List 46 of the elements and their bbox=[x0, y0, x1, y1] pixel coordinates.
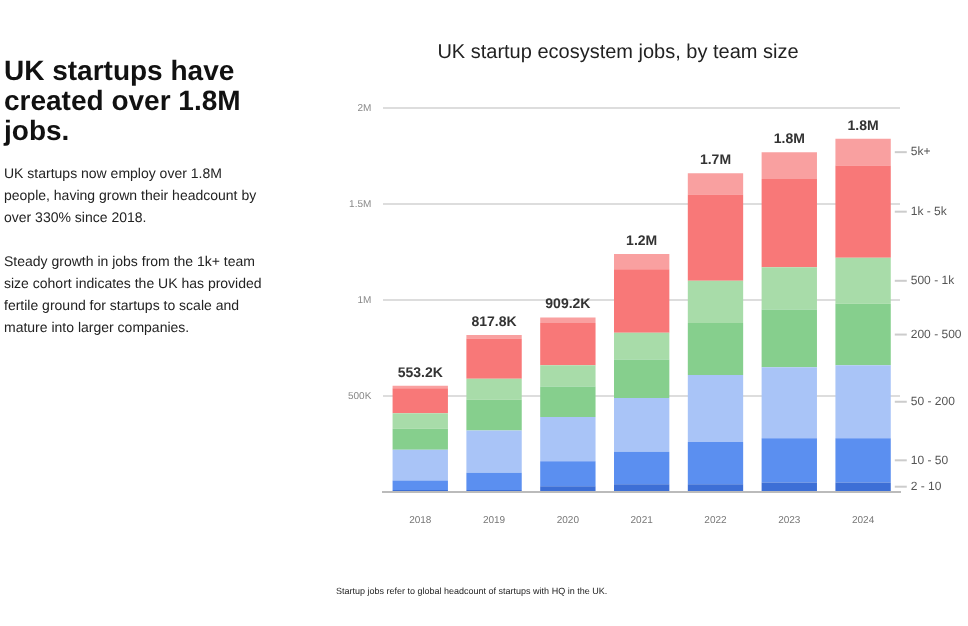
bar bbox=[392, 428, 448, 450]
bar bbox=[835, 438, 891, 483]
bar bbox=[687, 323, 744, 375]
bar bbox=[761, 152, 817, 180]
bar bbox=[614, 253, 670, 270]
bar bbox=[687, 374, 744, 443]
bar bbox=[761, 267, 817, 310]
bar bbox=[540, 323, 596, 366]
bar bbox=[540, 386, 596, 418]
bar bbox=[687, 173, 744, 195]
bar bbox=[466, 472, 522, 491]
bar bbox=[761, 482, 817, 491]
chart-title: UK startup ecosystem jobs, by team size bbox=[437, 41, 800, 64]
bar bbox=[614, 484, 670, 491]
bar bbox=[835, 138, 891, 166]
bar bbox=[540, 417, 596, 462]
bar bbox=[466, 338, 522, 379]
bar bbox=[835, 482, 891, 491]
bar bbox=[687, 280, 744, 324]
text: UK startups have created over 1.8M jobs. bbox=[4, 54, 243, 146]
bar bbox=[540, 317, 596, 324]
bar bbox=[761, 309, 817, 368]
bar bbox=[614, 451, 670, 485]
bar bbox=[761, 179, 817, 268]
bar bbox=[614, 359, 670, 398]
bar bbox=[392, 413, 448, 429]
bar bbox=[835, 165, 891, 258]
bar bbox=[540, 365, 596, 387]
bar bbox=[392, 480, 448, 491]
bar bbox=[835, 303, 891, 366]
bar bbox=[392, 449, 448, 481]
bar bbox=[466, 399, 522, 431]
bar bbox=[392, 388, 448, 414]
bar bbox=[761, 438, 817, 483]
bar bbox=[614, 397, 670, 452]
bar bbox=[687, 194, 744, 281]
bar bbox=[614, 269, 670, 333]
bar bbox=[835, 257, 891, 304]
bar bbox=[540, 461, 596, 487]
bar bbox=[687, 442, 744, 485]
bar bbox=[761, 367, 817, 439]
bar bbox=[835, 365, 891, 439]
bar bbox=[466, 378, 522, 400]
bar bbox=[614, 332, 670, 360]
bar bbox=[466, 430, 522, 473]
bar bbox=[687, 484, 744, 491]
